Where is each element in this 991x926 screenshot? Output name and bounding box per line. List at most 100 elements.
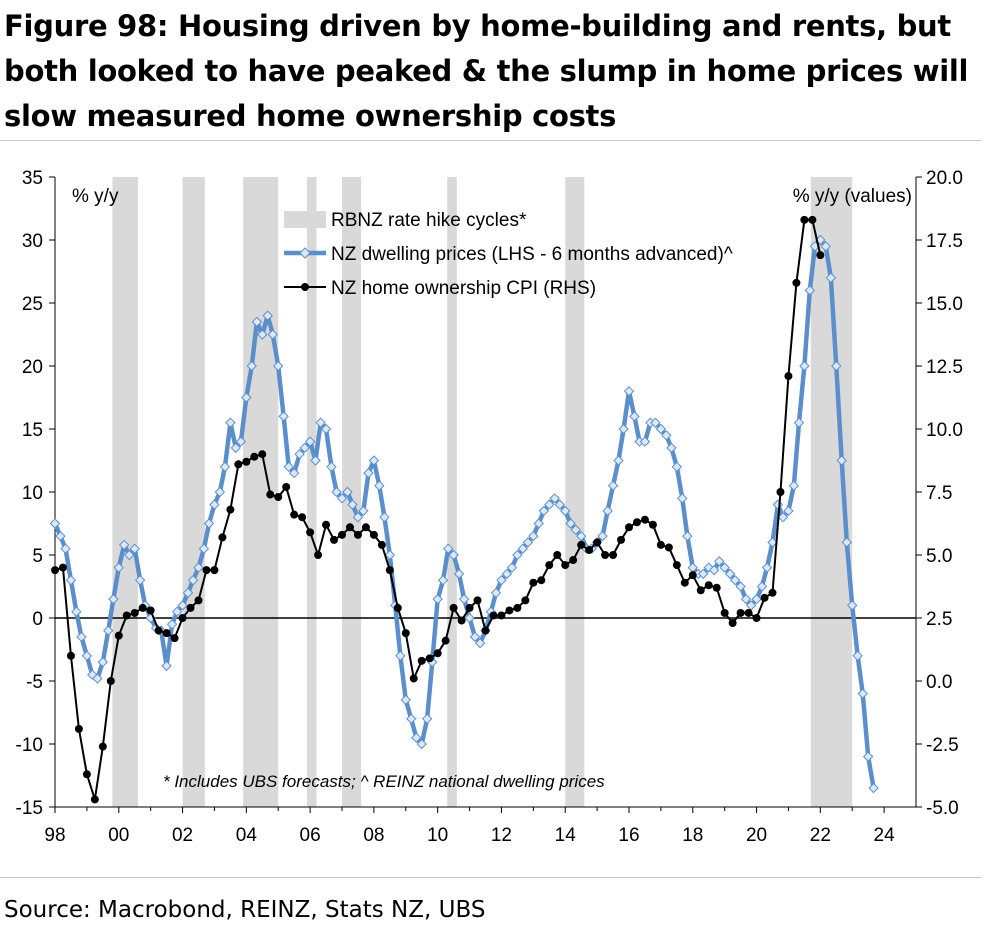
dwelling-prices-point	[793, 417, 805, 428]
home-ownership-cpi-point	[656, 540, 665, 549]
dwelling-prices-point	[666, 442, 677, 454]
dwelling-prices-point	[315, 417, 326, 428]
dwelling-prices-point	[490, 587, 502, 599]
dwelling-prices-point	[740, 593, 752, 605]
home-ownership-cpi-point	[513, 603, 522, 612]
dwelling-prices-point	[118, 539, 130, 551]
rate-hike-band	[447, 177, 457, 807]
home-ownership-cpi-point	[704, 581, 713, 590]
home-ownership-cpi-point	[449, 603, 458, 612]
dwelling-prices-point	[71, 606, 82, 617]
dwelling-prices-point	[198, 543, 210, 554]
dwelling-prices-point	[820, 241, 831, 252]
home-ownership-cpi-point	[234, 460, 243, 469]
dwelling-prices-point	[453, 568, 465, 580]
home-ownership-cpi-point	[409, 674, 418, 683]
right-tick-label: -2.5	[926, 735, 959, 756]
home-ownership-cpi-point	[51, 566, 59, 575]
dwelling-prices-point	[257, 329, 268, 340]
dwelling-prices-point	[708, 564, 720, 576]
x-tick-label: 24	[874, 825, 896, 846]
dwelling-prices-point	[411, 732, 422, 743]
dwelling-prices-point	[251, 316, 263, 328]
left-tick-label: -10	[16, 735, 43, 756]
dwelling-prices-point	[448, 549, 459, 561]
dwelling-prices-point	[304, 436, 316, 447]
home-ownership-cpi-point	[393, 603, 402, 612]
dwelling-prices-point	[395, 650, 406, 662]
dwelling-prices-point	[528, 530, 539, 542]
home-ownership-cpi-point	[792, 278, 801, 287]
dwelling-prices-point	[49, 518, 61, 529]
home-ownership-cpi-point	[561, 561, 570, 570]
right-tick-label: 10.0	[926, 420, 963, 441]
legend-swatch-cpi-marker	[301, 283, 309, 291]
chart-footnote: * Includes UBS forecasts; ^ REINZ nation…	[163, 772, 605, 791]
dwelling-prices-point	[81, 650, 93, 662]
dwelling-prices-point	[161, 660, 172, 672]
home-ownership-cpi-point	[625, 523, 633, 532]
home-ownership-cpi-point	[617, 535, 626, 544]
dwelling-prices-point	[416, 738, 427, 750]
home-ownership-cpi-point	[473, 596, 482, 605]
dwelling-prices-point	[623, 385, 635, 397]
home-ownership-cpi-point	[282, 482, 291, 491]
rate-hike-band	[565, 177, 585, 807]
dwelling-prices-point	[187, 574, 199, 586]
x-tick-label: 12	[491, 825, 512, 846]
home-ownership-cpi-point	[194, 596, 203, 605]
home-ownership-cpi-point	[353, 530, 362, 539]
x-tick-label: 02	[172, 825, 193, 846]
dwelling-prices-point	[719, 562, 730, 573]
home-ownership-cpi-point	[441, 636, 450, 645]
dwelling-prices-point	[384, 549, 396, 561]
legend-label-rate-hike: RBNZ rate hike cycles*	[331, 210, 527, 231]
home-ownership-cpi-line	[54, 218, 822, 800]
dwelling-prices-point	[55, 530, 66, 542]
dwelling-prices-point	[299, 442, 310, 454]
home-ownership-cpi-point	[672, 561, 681, 570]
title-divider	[0, 140, 981, 141]
dwelling-prices-point	[246, 360, 257, 372]
dwelling-prices-point	[549, 493, 560, 504]
home-ownership-cpi-point	[162, 629, 171, 638]
dwelling-prices-point	[262, 310, 273, 321]
dwelling-prices-point	[554, 499, 566, 510]
dwelling-prices-point	[729, 574, 741, 586]
left-tick-label: 20	[22, 357, 43, 378]
home-ownership-cpi-point	[664, 543, 673, 552]
left-tick-label: -15	[16, 798, 43, 819]
dwelling-prices-point	[735, 581, 746, 592]
legend-swatch-rate-hike	[284, 211, 326, 228]
home-ownership-cpi-point	[609, 551, 618, 559]
dwelling-prices-point	[379, 511, 390, 523]
dwelling-prices-point	[97, 656, 109, 668]
dwelling-prices-point	[267, 329, 279, 340]
dwelling-prices-point	[501, 568, 513, 580]
home-ownership-cpi-point	[138, 603, 147, 612]
left-tick-label: 25	[22, 294, 43, 315]
x-tick-label: 16	[618, 825, 639, 846]
home-ownership-cpi-point	[760, 593, 769, 602]
home-ownership-cpi-point	[298, 513, 307, 522]
home-ownership-cpi-point	[266, 490, 275, 499]
home-ownership-cpi-point	[593, 538, 602, 547]
legend-label-cpi: NZ home ownership CPI (RHS)	[331, 278, 596, 299]
home-ownership-cpi-point	[218, 533, 227, 542]
x-tick-label: 08	[363, 825, 384, 846]
home-ownership-cpi-point	[178, 614, 187, 622]
home-ownership-cpi-point	[736, 608, 745, 617]
dwelling-prices-point	[76, 631, 87, 643]
dwelling-prices-point	[538, 505, 550, 517]
home-ownership-cpi-point	[186, 603, 195, 612]
dwelling-prices-point	[129, 543, 140, 554]
legend-swatch-dwelling-marker	[299, 247, 311, 259]
dwelling-prices-point	[134, 574, 146, 586]
x-tick-label: 04	[236, 825, 258, 846]
dwelling-prices-point	[607, 480, 619, 491]
dwelling-prices-point	[331, 486, 342, 498]
left-tick-label: 0	[32, 609, 43, 630]
right-tick-label: 2.5	[926, 609, 952, 630]
home-ownership-cpi-point	[290, 510, 299, 519]
dwelling-prices-point	[219, 461, 231, 473]
